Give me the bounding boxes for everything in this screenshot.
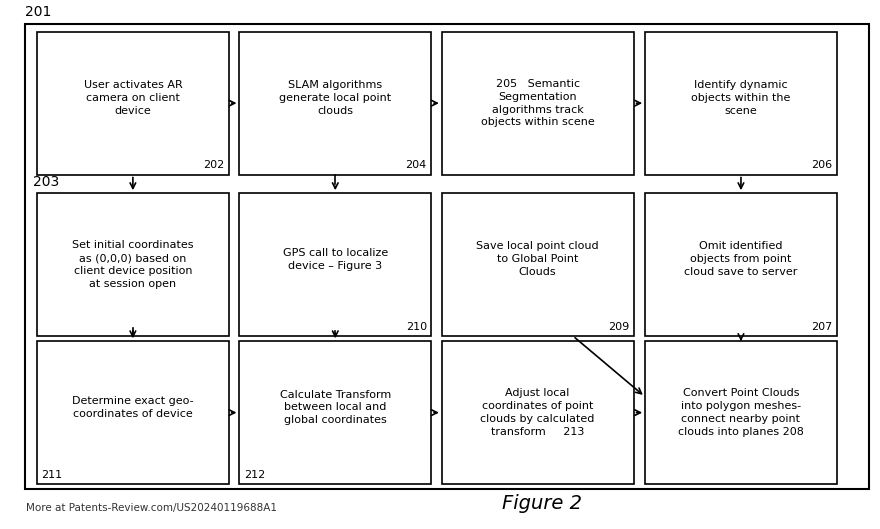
Text: SLAM algorithms
generate local point
clouds: SLAM algorithms generate local point clo… (279, 80, 392, 116)
Text: Determine exact geo-
coordinates of device: Determine exact geo- coordinates of devi… (72, 396, 194, 419)
Bar (239, 341, 431, 484)
Bar (645, 32, 837, 175)
Text: 211: 211 (41, 470, 62, 480)
Text: Identify dynamic
objects within the
scene: Identify dynamic objects within the scen… (692, 80, 790, 116)
Bar (25, 24, 869, 489)
Text: 202: 202 (203, 160, 224, 170)
Bar (37, 32, 229, 175)
Text: User activates AR
camera on client
device: User activates AR camera on client devic… (84, 80, 182, 116)
Text: 201: 201 (25, 5, 51, 19)
Text: More at Patents-Review.com/US20240119688A1: More at Patents-Review.com/US20240119688… (26, 503, 277, 513)
Text: Save local point cloud
to Global Point
Clouds: Save local point cloud to Global Point C… (476, 241, 599, 277)
Bar (645, 341, 837, 484)
Text: 203: 203 (33, 175, 59, 189)
Bar (442, 32, 634, 175)
Text: Figure 2: Figure 2 (502, 494, 582, 513)
Bar (239, 193, 431, 336)
Text: 206: 206 (811, 160, 832, 170)
Text: 205   Semantic
Segmentation
algorithms track
objects within scene: 205 Semantic Segmentation algorithms tra… (480, 79, 595, 127)
Bar (645, 193, 837, 336)
Bar (37, 341, 229, 484)
Text: 212: 212 (244, 470, 265, 480)
Bar (239, 32, 431, 175)
Text: Convert Point Clouds
into polygon meshes-
connect nearby point
clouds into plane: Convert Point Clouds into polygon meshes… (678, 388, 804, 437)
Text: 210: 210 (406, 322, 427, 332)
Text: 209: 209 (608, 322, 629, 332)
Text: GPS call to localize
device – Figure 3: GPS call to localize device – Figure 3 (282, 248, 388, 271)
Text: Adjust local
coordinates of point
clouds by calculated
transform     213: Adjust local coordinates of point clouds… (480, 388, 595, 437)
Text: 207: 207 (811, 322, 832, 332)
Text: Omit identified
objects from point
cloud save to server: Omit identified objects from point cloud… (685, 241, 797, 277)
Text: Calculate Transform
between local and
global coordinates: Calculate Transform between local and gl… (280, 389, 391, 425)
Bar (37, 193, 229, 336)
Bar (442, 193, 634, 336)
Text: Set initial coordinates
as (0,0,0) based on
client device position
at session op: Set initial coordinates as (0,0,0) based… (72, 240, 194, 289)
Text: 204: 204 (406, 160, 427, 170)
Bar (442, 341, 634, 484)
